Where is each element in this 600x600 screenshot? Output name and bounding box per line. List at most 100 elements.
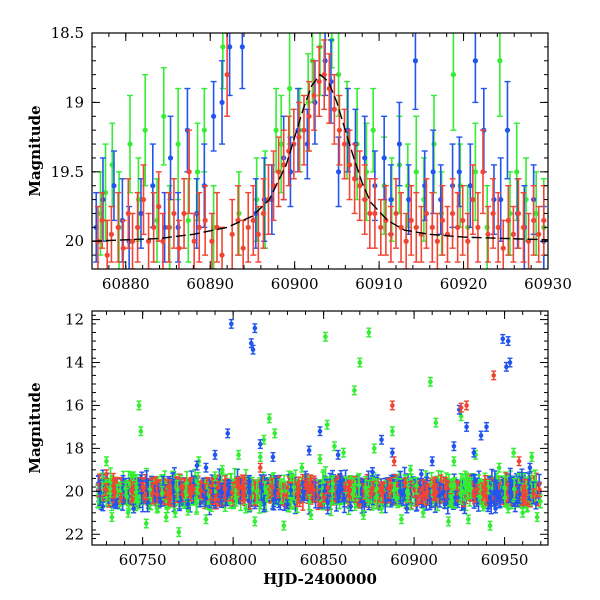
- red-point: [464, 212, 471, 269]
- red-point: [250, 185, 257, 256]
- green-point: [331, 441, 337, 452]
- top-y-axis-label: Magnitude: [26, 105, 44, 196]
- red-point: [403, 212, 410, 269]
- baseline-point: [462, 470, 468, 495]
- baseline-point: [448, 479, 454, 493]
- green-point: [505, 503, 511, 514]
- green-point: [273, 87, 280, 173]
- green-point: [357, 357, 363, 368]
- green-point: [389, 426, 395, 437]
- baseline-point: [280, 483, 286, 506]
- red-point: [479, 129, 486, 215]
- red-point: [240, 219, 247, 269]
- red-point: [140, 164, 147, 235]
- bottom-panel: 60750 60800 60850 60900 60950 12 14 16 18 20 22 Ma…: [26, 310, 549, 588]
- blue-point: [167, 115, 174, 201]
- red-point: [458, 402, 464, 413]
- red-point: [491, 370, 497, 381]
- red-point: [413, 191, 420, 263]
- green-point: [480, 501, 486, 512]
- green-point: [445, 516, 451, 527]
- baseline-point: [380, 481, 386, 504]
- green-point: [431, 94, 437, 194]
- blue-point: [507, 357, 513, 368]
- green-point: [125, 507, 131, 518]
- red-point: [530, 185, 537, 256]
- green-point: [299, 462, 305, 473]
- red-point: [159, 212, 166, 269]
- baseline-point: [452, 490, 458, 505]
- red-point: [295, 101, 302, 173]
- red-point: [118, 492, 124, 503]
- baseline-point: [291, 473, 297, 501]
- y-tick-label: 19.5: [51, 163, 84, 181]
- baseline-point: [108, 467, 114, 495]
- blue-point: [369, 467, 375, 478]
- blue-point: [284, 499, 290, 510]
- baseline-point: [482, 475, 488, 503]
- red-point: [515, 178, 522, 249]
- x-tick-label: 60950: [481, 551, 529, 569]
- green-point: [360, 509, 366, 520]
- green-point: [427, 376, 433, 387]
- blue-point: [225, 428, 231, 439]
- x-tick-label: 60900: [271, 275, 319, 293]
- green-point: [219, 464, 225, 475]
- green-point: [496, 33, 503, 117]
- red-point: [377, 198, 384, 256]
- red-point: [531, 488, 537, 499]
- blue-point: [389, 447, 395, 458]
- y-tick-label: 18: [65, 439, 84, 457]
- red-point: [408, 185, 415, 256]
- y-tick-label: 20: [65, 482, 84, 500]
- red-point: [255, 205, 262, 263]
- blue-point: [228, 318, 234, 329]
- green-point: [281, 520, 287, 531]
- blue-point: [304, 108, 311, 180]
- baseline-point: [398, 480, 404, 505]
- blue-point: [478, 430, 484, 441]
- baseline-point: [271, 492, 277, 508]
- green-point: [433, 417, 439, 428]
- green-point: [143, 518, 149, 529]
- blue-point: [471, 447, 477, 458]
- bottom-frame: [91, 310, 549, 546]
- baseline-point: [306, 494, 312, 511]
- baseline-point: [507, 480, 513, 504]
- x-tick-label: 60900: [390, 551, 438, 569]
- green-point: [371, 443, 377, 454]
- blue-point: [212, 449, 218, 460]
- red-point: [342, 482, 348, 493]
- green-point: [109, 512, 115, 523]
- baseline-point: [226, 479, 232, 497]
- y-tick-label: 16: [65, 396, 84, 414]
- baseline-point: [374, 478, 380, 500]
- red-point: [391, 456, 397, 467]
- baseline-point: [233, 490, 239, 507]
- y-tick-label: 18.5: [51, 24, 84, 42]
- red-point: [196, 191, 203, 263]
- red-point: [474, 484, 480, 495]
- red-point: [510, 205, 517, 263]
- baseline-point: [394, 487, 400, 509]
- baseline-point: [413, 476, 419, 495]
- red-point: [454, 191, 461, 263]
- blue-point: [404, 503, 410, 514]
- x-tick-label: 60750: [119, 551, 167, 569]
- blue-point: [158, 497, 164, 508]
- blue-point: [203, 462, 209, 473]
- baseline-point: [537, 482, 543, 498]
- red-point: [495, 191, 502, 263]
- baseline-point: [258, 474, 264, 501]
- green-point: [257, 451, 263, 462]
- blue-point: [322, 33, 329, 97]
- top-frame: [91, 32, 549, 270]
- baseline-point: [350, 486, 356, 502]
- bottom-ticks: 60750 60800 60850 60900 60950 12 14 16 18 20 22: [65, 311, 548, 569]
- x-tick-label: 60850: [300, 551, 348, 569]
- red-point: [321, 39, 328, 111]
- y-tick-label: 12: [65, 311, 84, 329]
- blue-point: [379, 434, 385, 445]
- baseline-point: [330, 475, 336, 493]
- green-point: [450, 33, 457, 131]
